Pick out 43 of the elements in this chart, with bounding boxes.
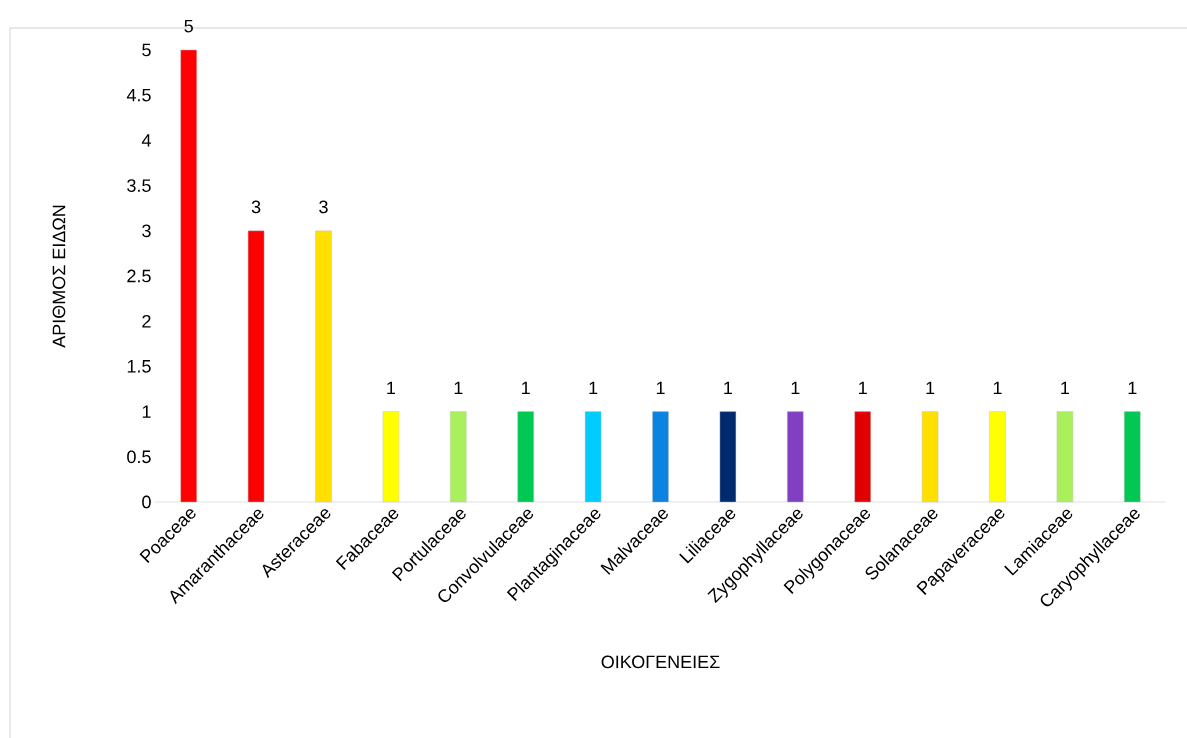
bar <box>1124 411 1141 503</box>
data-label: 1 <box>791 381 800 395</box>
bar <box>247 230 265 503</box>
bar <box>921 411 939 503</box>
data-label: 1 <box>1128 381 1137 395</box>
y-tick-label: 1 <box>142 405 151 418</box>
bar <box>584 411 602 503</box>
bar <box>719 411 737 503</box>
y-tick-label: 3 <box>142 224 151 238</box>
data-label: 1 <box>454 381 463 395</box>
bar <box>854 411 871 503</box>
data-label: 3 <box>319 200 328 214</box>
data-label: 1 <box>926 381 935 395</box>
data-label: 1 <box>993 381 1002 395</box>
bar <box>652 411 669 503</box>
y-tick-label: 4 <box>141 134 151 147</box>
y-tick-label: 0 <box>142 495 151 509</box>
data-label: 1 <box>589 381 598 395</box>
data-label: 1 <box>1061 381 1070 395</box>
y-tick-label: 5 <box>142 43 151 57</box>
y-tick-label: 1.5 <box>127 360 151 373</box>
data-label: 5 <box>184 19 193 33</box>
y-tick-label: 0.5 <box>127 450 151 464</box>
data-label: 3 <box>251 200 261 214</box>
bar <box>315 230 332 503</box>
data-label: 1 <box>859 381 867 395</box>
y-tick-label: 3.5 <box>127 179 151 192</box>
y-tick-label: 2 <box>142 314 151 328</box>
y-axis-title: ΑΡΙΘΜΟΣ ΕΙΔΩΝ <box>52 205 66 348</box>
bar <box>989 411 1006 503</box>
x-axis-title: ΟΙΚΟΓΕΝΕΙΕΣ <box>601 655 720 669</box>
y-tick-label: 4.5 <box>126 88 151 102</box>
bar <box>450 411 467 503</box>
data-label: 1 <box>387 381 396 395</box>
bar <box>787 411 804 503</box>
bar <box>517 411 534 503</box>
bar <box>180 49 197 503</box>
bar <box>382 411 400 503</box>
y-tick-label: 2.5 <box>127 269 151 283</box>
data-label: 1 <box>522 381 530 395</box>
bar <box>1056 411 1074 503</box>
data-label: 1 <box>724 381 733 395</box>
data-label: 1 <box>656 381 665 395</box>
